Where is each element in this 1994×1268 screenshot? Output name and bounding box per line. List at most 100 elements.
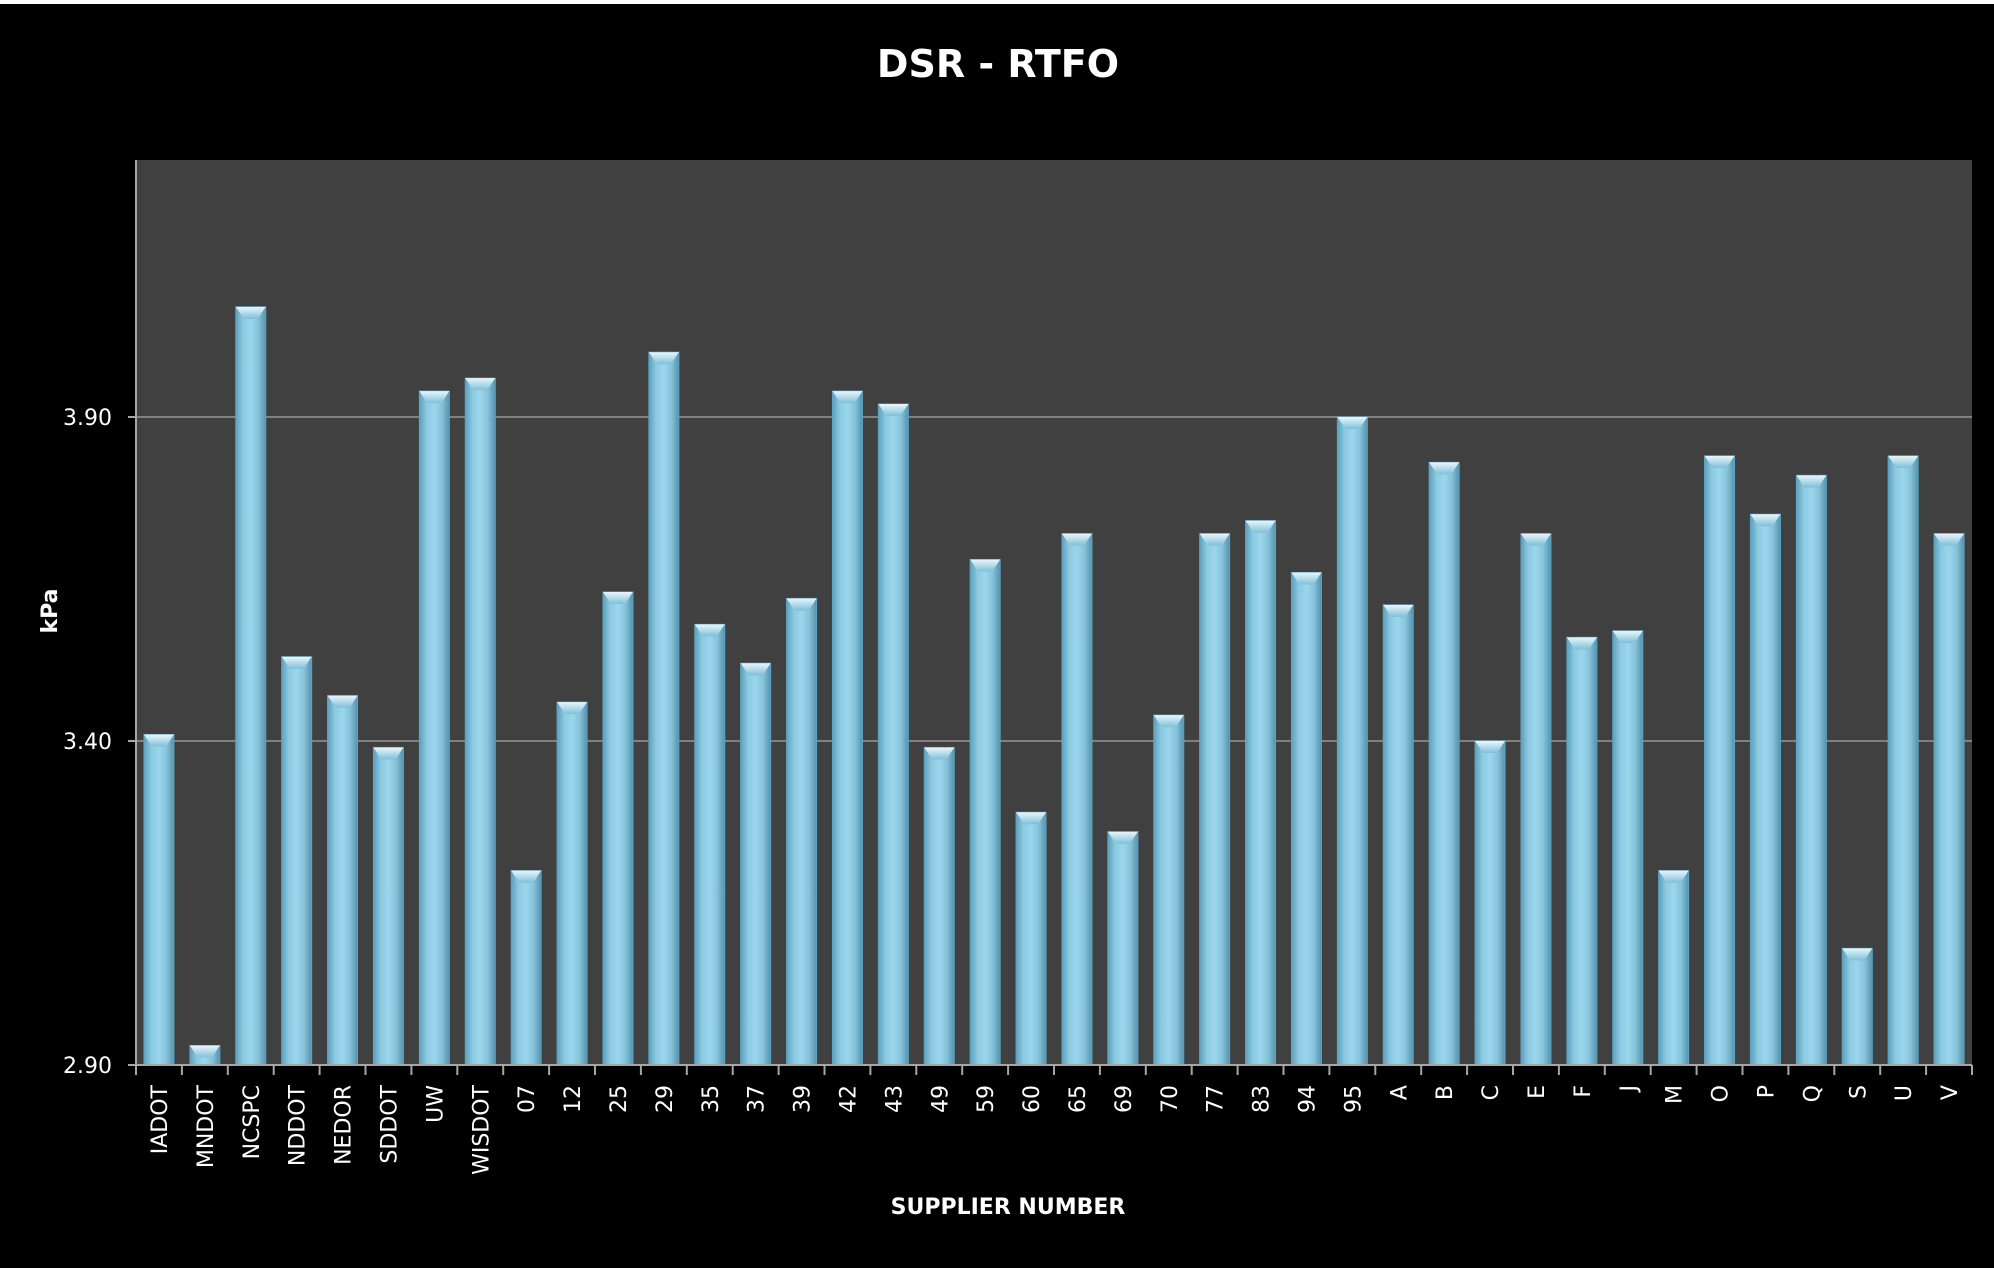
bar	[1841, 947, 1873, 1066]
bar	[556, 701, 588, 1066]
bar	[1749, 513, 1781, 1066]
x-tick-marks	[135, 1065, 1973, 1075]
bar	[786, 597, 818, 1066]
bar-highlight	[740, 663, 771, 676]
bar	[418, 390, 450, 1066]
x-category-label: 12	[561, 1085, 586, 1113]
x-category-label: 29	[653, 1085, 678, 1113]
bar-highlight	[1337, 417, 1368, 429]
bar-highlight	[648, 352, 679, 365]
bar-highlight	[1750, 514, 1781, 527]
x-category-label: 35	[699, 1085, 724, 1113]
bar-highlight	[189, 1045, 220, 1058]
bar	[1382, 604, 1414, 1066]
x-category-label: E	[1525, 1085, 1550, 1099]
bar	[510, 870, 542, 1066]
bar	[1336, 416, 1368, 1066]
chart-title: DSR - RTFO	[877, 42, 1119, 86]
bar	[1245, 520, 1277, 1066]
x-axis-title: SUPPLIER NUMBER	[891, 1195, 1126, 1220]
x-category-label: 37	[745, 1085, 770, 1113]
bar-highlight	[602, 591, 633, 604]
bar-highlight	[1658, 870, 1689, 883]
bar	[1795, 474, 1827, 1066]
bar-highlight	[557, 702, 588, 715]
bar	[1520, 533, 1552, 1066]
bar	[235, 306, 267, 1066]
bar	[969, 559, 1001, 1066]
bar-highlight	[143, 734, 174, 747]
bar	[372, 746, 404, 1066]
bar-highlight	[1199, 533, 1230, 546]
x-category-label: 69	[1112, 1085, 1137, 1113]
bar	[602, 591, 634, 1066]
bar-highlight	[373, 747, 404, 760]
x-category-label: 70	[1158, 1085, 1183, 1113]
category-labels: IADOT MNDOT NCSPC NDDOT NEDOR SDDOT UW WISDOT 07…	[148, 1084, 1963, 1174]
bar	[143, 734, 175, 1066]
bar-highlight	[1153, 715, 1184, 728]
bar-highlight	[1429, 462, 1460, 475]
bar-highlight	[1842, 948, 1873, 961]
x-category-label: MNDOT	[194, 1084, 219, 1168]
x-category-label: IADOT	[148, 1084, 173, 1154]
bar-highlight	[1383, 604, 1414, 617]
bar	[648, 351, 680, 1066]
x-category-label: 49	[928, 1085, 953, 1113]
y-axis-title: kPa	[38, 588, 63, 633]
bar	[1061, 533, 1093, 1066]
bar-highlight	[1888, 455, 1919, 468]
bar-highlight	[281, 656, 312, 669]
x-category-label: 42	[836, 1085, 861, 1113]
bar-highlight	[1107, 831, 1138, 844]
bar	[740, 662, 772, 1066]
x-category-label: 07	[515, 1085, 540, 1113]
x-category-label: Q	[1800, 1085, 1825, 1102]
bar	[694, 623, 726, 1066]
bar	[1887, 455, 1919, 1066]
bar	[281, 656, 313, 1066]
x-category-label: A	[1387, 1085, 1412, 1100]
x-category-label: U	[1892, 1085, 1917, 1101]
bar	[923, 746, 955, 1066]
x-category-label: 77	[1204, 1085, 1229, 1113]
bar-highlight	[878, 404, 909, 417]
x-category-label: M	[1663, 1085, 1688, 1104]
bar-highlight	[1291, 572, 1322, 585]
x-category-label: B	[1433, 1085, 1458, 1100]
x-category-label: C	[1479, 1085, 1504, 1100]
bar	[1658, 870, 1690, 1066]
y-tick-label: 3.40	[63, 730, 112, 755]
bar	[1566, 636, 1598, 1066]
bar-highlight	[1704, 455, 1735, 468]
bar	[1474, 740, 1506, 1066]
x-category-label: 95	[1341, 1085, 1366, 1113]
bar-highlight	[1245, 520, 1276, 533]
x-category-label: J	[1617, 1085, 1642, 1094]
bar	[1428, 461, 1460, 1066]
bar	[1612, 630, 1644, 1066]
bar	[464, 377, 496, 1066]
bar-highlight	[419, 391, 450, 404]
y-tick-labels: 2.90 3.40 3.90	[63, 406, 136, 1079]
bar	[1704, 455, 1736, 1066]
x-category-label: 25	[607, 1085, 632, 1113]
x-category-label: 65	[1066, 1085, 1091, 1113]
plot-area	[136, 160, 1972, 1065]
bar-highlight	[1520, 533, 1551, 546]
bar-highlight	[1934, 533, 1965, 546]
x-category-label: NCSPC	[240, 1085, 265, 1159]
x-category-label: 83	[1250, 1085, 1275, 1113]
y-tick-label: 3.90	[63, 406, 112, 431]
bar	[1290, 572, 1322, 1066]
x-category-label: WISDOT	[469, 1084, 494, 1174]
x-category-label: 43	[882, 1085, 907, 1113]
bar	[1153, 714, 1185, 1066]
bar-highlight	[1016, 812, 1047, 825]
x-category-label: 94	[1295, 1085, 1320, 1113]
bar	[1933, 533, 1965, 1066]
bar	[1199, 533, 1231, 1066]
x-category-label: P	[1754, 1085, 1779, 1098]
bar	[1107, 831, 1139, 1066]
bar-highlight	[786, 598, 817, 611]
